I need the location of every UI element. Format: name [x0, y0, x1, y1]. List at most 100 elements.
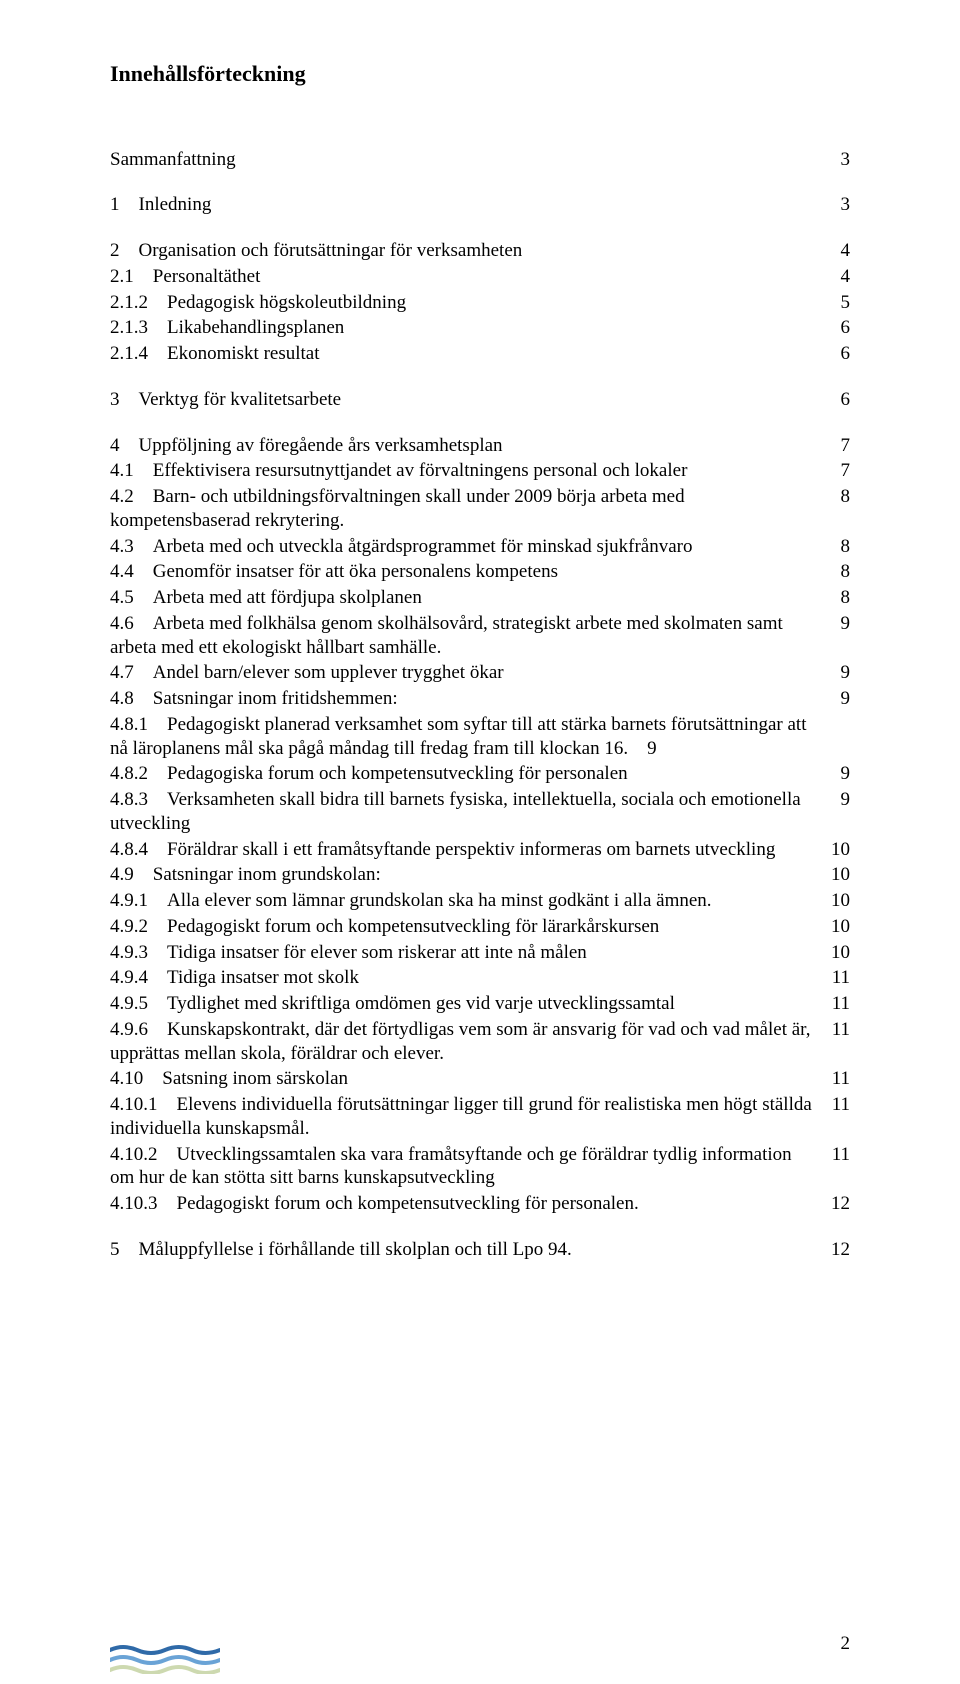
toc-row: 4.2 Barn- och utbildningsförvaltningen s… — [110, 485, 850, 533]
toc-row: 4.3 Arbeta med och utveckla åtgärdsprogr… — [110, 535, 850, 559]
toc-page: 4 — [822, 239, 850, 263]
toc-row: 4.9.2 Pedagogiskt forum och kompetensutv… — [110, 915, 850, 939]
toc-page: 10 — [822, 889, 850, 913]
toc-row: 4.10.3 Pedagogiskt forum och kompetensut… — [110, 1192, 850, 1216]
toc-row: 4.6 Arbeta med folkhälsa genom skolhälso… — [110, 612, 850, 660]
toc-row: 4 Uppföljning av föregående års verksamh… — [110, 434, 850, 458]
toc-label: 2.1.4 Ekonomiskt resultat — [110, 342, 822, 366]
toc-label: 4.8 Satsningar inom fritidshemmen: — [110, 687, 822, 711]
toc-row: 5 Måluppfyllelse i förhållande till skol… — [110, 1238, 850, 1262]
toc-page: 5 — [822, 291, 850, 315]
toc-page: 6 — [822, 388, 850, 412]
toc-row: 4.10.1 Elevens individuella förutsättnin… — [110, 1093, 850, 1141]
toc-label: 4.8.3 Verksamheten skall bidra till barn… — [110, 788, 822, 836]
toc-page: 4 — [822, 265, 850, 289]
toc-label: 2.1 Personaltäthet — [110, 265, 822, 289]
toc-label: 4.8.2 Pedagogiska forum och kompetensutv… — [110, 762, 822, 786]
toc-row: 4.5 Arbeta med att fördjupa skolplanen8 — [110, 586, 850, 610]
toc-label: 4.8.1 Pedagogiskt planerad verksamhet so… — [110, 713, 822, 761]
toc-gap — [110, 1218, 850, 1238]
toc-row: 4.9 Satsningar inom grundskolan:10 — [110, 863, 850, 887]
toc-row: 4.8 Satsningar inom fritidshemmen:9 — [110, 687, 850, 711]
page: Innehållsförteckning Sammanfattning3 1 In… — [0, 0, 960, 1684]
toc: Sammanfattning3 1 Inledning32 Organisatio… — [110, 128, 850, 1262]
toc-page: 8 — [822, 586, 850, 610]
toc-row: 4.10 Satsning inom särskolan11 — [110, 1067, 850, 1091]
toc-label: 4.9.1 Alla elever som lämnar grundskolan… — [110, 889, 822, 913]
toc-page: 11 — [822, 1093, 850, 1117]
toc-label: 4.8.4 Föräldrar skall i ett framåtsyftan… — [110, 838, 822, 862]
toc-row: 4.9.5 Tydlighet med skriftliga omdömen g… — [110, 992, 850, 1016]
toc-label: 4.9 Satsningar inom grundskolan: — [110, 863, 822, 887]
toc-gap — [110, 173, 850, 193]
toc-page: 3 — [822, 193, 850, 217]
toc-page: 10 — [822, 915, 850, 939]
wave-2 — [110, 1657, 220, 1663]
toc-page: 9 — [822, 661, 850, 685]
toc-row: 2.1.4 Ekonomiskt resultat6 — [110, 342, 850, 366]
toc-row: 4.1 Effektivisera resursutnyttjandet av … — [110, 459, 850, 483]
toc-page: 10 — [822, 941, 850, 965]
toc-row: 4.10.2 Utvecklingssamtalen ska vara fram… — [110, 1143, 850, 1191]
toc-row: 4.8.1 Pedagogiskt planerad verksamhet so… — [110, 713, 850, 761]
toc-label: 4.10.3 Pedagogiskt forum och kompetensut… — [110, 1192, 822, 1216]
toc-row: Sammanfattning3 — [110, 148, 850, 172]
toc-label: 2 Organisation och förutsättningar för v… — [110, 239, 822, 263]
toc-row: 4.8.2 Pedagogiska forum och kompetensutv… — [110, 762, 850, 786]
toc-label: 4.7 Andel barn/elever som upplever trygg… — [110, 661, 822, 685]
toc-row: 4.8.4 Föräldrar skall i ett framåtsyftan… — [110, 838, 850, 862]
page-number: 2 — [841, 1632, 851, 1656]
toc-page: 6 — [822, 342, 850, 366]
toc-label: 4.3 Arbeta med och utveckla åtgärdsprogr… — [110, 535, 822, 559]
toc-page: 11 — [822, 1018, 850, 1042]
toc-label: 4.9.6 Kunskapskontrakt, där det förtydli… — [110, 1018, 822, 1066]
toc-label: 2.1.3 Likabehandlingsplanen — [110, 316, 822, 340]
toc-label: 4.6 Arbeta med folkhälsa genom skolhälso… — [110, 612, 822, 660]
toc-label: 3 Verktyg för kvalitetsarbete — [110, 388, 822, 412]
toc-row: 2.1.3 Likabehandlingsplanen6 — [110, 316, 850, 340]
toc-label: 4.10.1 Elevens individuella förutsättnin… — [110, 1093, 822, 1141]
toc-row: 4.8.3 Verksamheten skall bidra till barn… — [110, 788, 850, 836]
toc-row: 4.4 Genomför insatser för att öka person… — [110, 560, 850, 584]
toc-page: 8 — [822, 560, 850, 584]
toc-gap — [110, 219, 850, 239]
toc-label: 4.5 Arbeta med att fördjupa skolplanen — [110, 586, 822, 610]
page-title: Innehållsförteckning — [110, 60, 850, 88]
toc-label: 5 Måluppfyllelse i förhållande till skol… — [110, 1238, 822, 1262]
toc-page: 6 — [822, 316, 850, 340]
toc-label: 4.1 Effektivisera resursutnyttjandet av … — [110, 459, 822, 483]
toc-label: 4.9.5 Tydlighet med skriftliga omdömen g… — [110, 992, 822, 1016]
toc-page: 8 — [822, 535, 850, 559]
toc-gap — [110, 414, 850, 434]
toc-row: 4.7 Andel barn/elever som upplever trygg… — [110, 661, 850, 685]
toc-page: 11 — [822, 992, 850, 1016]
wave-logo — [110, 1642, 220, 1674]
toc-page: 9 — [822, 687, 850, 711]
toc-label: 4.10.2 Utvecklingssamtalen ska vara fram… — [110, 1143, 822, 1191]
toc-row: 2.1.2 Pedagogisk högskoleutbildning5 — [110, 291, 850, 315]
toc-page: 12 — [822, 1238, 850, 1262]
toc-page: 11 — [822, 1067, 850, 1091]
toc-row: 2 Organisation och förutsättningar för v… — [110, 239, 850, 263]
toc-page: 7 — [822, 459, 850, 483]
toc-page: 11 — [822, 966, 850, 990]
toc-label: 4.9.2 Pedagogiskt forum och kompetensutv… — [110, 915, 822, 939]
toc-label: 4.9.3 Tidiga insatser för elever som ris… — [110, 941, 822, 965]
toc-page: 7 — [822, 434, 850, 458]
toc-page: 10 — [822, 838, 850, 862]
toc-label: 4.2 Barn- och utbildningsförvaltningen s… — [110, 485, 822, 533]
toc-page: 9 — [822, 788, 850, 812]
toc-row: 3 Verktyg för kvalitetsarbete6 — [110, 388, 850, 412]
toc-page: 9 — [822, 612, 850, 636]
wave-3 — [110, 1667, 220, 1673]
toc-row: 2.1 Personaltäthet4 — [110, 265, 850, 289]
toc-page: 10 — [822, 863, 850, 887]
toc-label: 4 Uppföljning av föregående års verksamh… — [110, 434, 822, 458]
toc-page: 11 — [822, 1143, 850, 1167]
toc-label: 4.10 Satsning inom särskolan — [110, 1067, 822, 1091]
wave-1 — [110, 1647, 220, 1653]
toc-label: 4.9.4 Tidiga insatser mot skolk — [110, 966, 822, 990]
toc-row: 4.9.4 Tidiga insatser mot skolk11 — [110, 966, 850, 990]
toc-row: 4.9.1 Alla elever som lämnar grundskolan… — [110, 889, 850, 913]
toc-label: 1 Inledning — [110, 193, 822, 217]
